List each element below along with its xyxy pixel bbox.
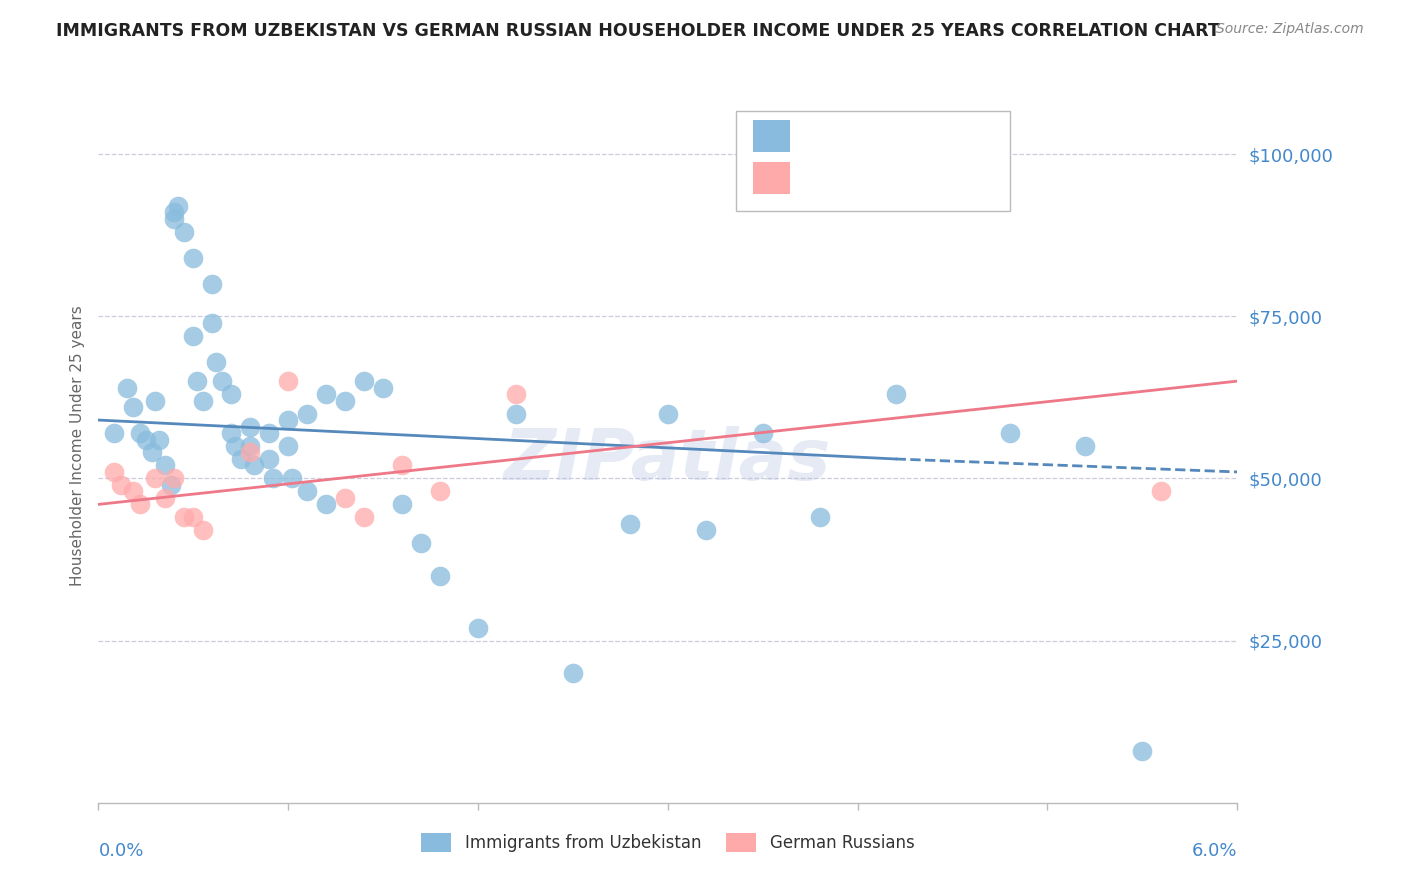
Text: 18: 18 bbox=[965, 169, 987, 187]
Point bbox=[297, 407, 319, 421]
Point bbox=[191, 524, 214, 538]
Point bbox=[1150, 484, 1173, 499]
Point bbox=[239, 419, 262, 434]
Point bbox=[695, 524, 717, 538]
Point bbox=[1132, 744, 1154, 758]
Point bbox=[353, 510, 375, 524]
Point bbox=[277, 413, 299, 427]
Point bbox=[277, 374, 299, 388]
Point bbox=[129, 425, 152, 440]
Point bbox=[808, 510, 831, 524]
Point bbox=[884, 387, 907, 401]
Point bbox=[229, 452, 252, 467]
Point bbox=[115, 381, 138, 395]
Point bbox=[657, 407, 679, 421]
Legend: Immigrants from Uzbekistan, German Russians: Immigrants from Uzbekistan, German Russi… bbox=[415, 826, 921, 859]
Point bbox=[505, 387, 527, 401]
Text: N =: N = bbox=[921, 169, 957, 187]
Text: 58: 58 bbox=[965, 127, 987, 145]
Text: Source: ZipAtlas.com: Source: ZipAtlas.com bbox=[1216, 22, 1364, 37]
Text: N =: N = bbox=[921, 127, 957, 145]
Point bbox=[752, 425, 775, 440]
Point bbox=[239, 445, 262, 459]
Point bbox=[163, 211, 186, 226]
Point bbox=[224, 439, 246, 453]
Point bbox=[201, 277, 224, 291]
Point bbox=[562, 666, 585, 681]
Point bbox=[467, 621, 489, 635]
Point bbox=[183, 510, 205, 524]
Point bbox=[153, 491, 176, 505]
Point bbox=[259, 452, 281, 467]
Point bbox=[411, 536, 433, 550]
Text: 0.0%: 0.0% bbox=[98, 842, 143, 860]
Point bbox=[259, 425, 281, 440]
FancyBboxPatch shape bbox=[737, 111, 1010, 211]
Text: 6.0%: 6.0% bbox=[1192, 842, 1237, 860]
Point bbox=[353, 374, 375, 388]
Text: 0.244: 0.244 bbox=[845, 169, 903, 187]
Text: ZIPatlas: ZIPatlas bbox=[505, 425, 831, 495]
Point bbox=[153, 458, 176, 473]
Point bbox=[315, 387, 337, 401]
Point bbox=[121, 484, 143, 499]
Point bbox=[221, 387, 243, 401]
Point bbox=[335, 491, 357, 505]
Point bbox=[167, 199, 190, 213]
Point bbox=[1074, 439, 1097, 453]
Point bbox=[619, 516, 641, 531]
Point bbox=[281, 471, 304, 485]
Point bbox=[429, 484, 451, 499]
Text: IMMIGRANTS FROM UZBEKISTAN VS GERMAN RUSSIAN HOUSEHOLDER INCOME UNDER 25 YEARS C: IMMIGRANTS FROM UZBEKISTAN VS GERMAN RUS… bbox=[56, 22, 1220, 40]
Point bbox=[163, 471, 186, 485]
Point bbox=[141, 445, 163, 459]
Bar bbox=[754, 120, 790, 152]
Point bbox=[297, 484, 319, 499]
Point bbox=[191, 393, 214, 408]
Point bbox=[391, 458, 413, 473]
Point bbox=[173, 225, 195, 239]
Text: -0.093: -0.093 bbox=[845, 127, 904, 145]
Point bbox=[205, 354, 228, 368]
Point bbox=[505, 407, 527, 421]
Text: R =: R = bbox=[801, 169, 837, 187]
Point bbox=[145, 471, 167, 485]
Text: R =: R = bbox=[801, 127, 837, 145]
Point bbox=[129, 497, 152, 511]
Point bbox=[135, 433, 157, 447]
Point bbox=[103, 425, 125, 440]
Point bbox=[148, 433, 170, 447]
Point bbox=[391, 497, 413, 511]
Point bbox=[335, 393, 357, 408]
Point bbox=[315, 497, 337, 511]
Point bbox=[243, 458, 266, 473]
Point bbox=[110, 478, 132, 492]
Point bbox=[277, 439, 299, 453]
Bar bbox=[754, 162, 790, 194]
Point bbox=[159, 478, 181, 492]
Point bbox=[429, 568, 451, 582]
Point bbox=[173, 510, 195, 524]
Y-axis label: Householder Income Under 25 years: Householder Income Under 25 years bbox=[69, 306, 84, 586]
Point bbox=[201, 316, 224, 330]
Point bbox=[145, 393, 167, 408]
Point bbox=[221, 425, 243, 440]
Point bbox=[121, 400, 143, 414]
Point bbox=[186, 374, 208, 388]
Point bbox=[183, 251, 205, 265]
Point bbox=[371, 381, 394, 395]
Point bbox=[211, 374, 233, 388]
Point bbox=[262, 471, 284, 485]
Point bbox=[239, 439, 262, 453]
Point bbox=[183, 328, 205, 343]
Point bbox=[163, 205, 186, 219]
Point bbox=[998, 425, 1021, 440]
Point bbox=[103, 465, 125, 479]
